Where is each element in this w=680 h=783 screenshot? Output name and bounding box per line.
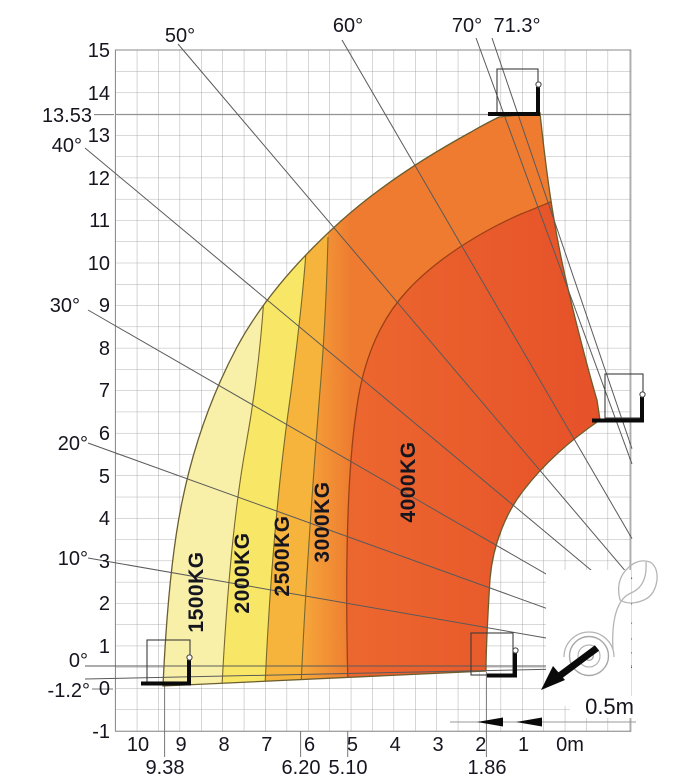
y-tick-label: 5 xyxy=(99,466,110,488)
y-axis-labels: 15 14 13 12 11 10 9 8 7 6 5 4 3 2 1 0 -1… xyxy=(42,40,110,743)
angle-label-minus1.2: -1.2° xyxy=(48,680,90,702)
boom-angle-lines xyxy=(84,37,633,680)
boom-arrow-head xyxy=(541,666,565,690)
angle-line-40 xyxy=(84,147,633,605)
y-tick-label: 12 xyxy=(88,168,110,190)
y-tick-label: 9 xyxy=(99,295,110,317)
zone-boundaries xyxy=(221,196,563,686)
x-tick-label: 7 xyxy=(261,734,272,756)
x-tick-label: 0m xyxy=(556,734,584,756)
y-tick-label: 3 xyxy=(99,551,110,573)
x-tick-label: 8 xyxy=(218,734,229,756)
y-tick-label: 10 xyxy=(88,253,110,275)
y-tick-label: 8 xyxy=(99,338,110,360)
x-tick-label: 2 xyxy=(475,734,486,756)
zone-label-2000kg: 2000KG xyxy=(231,532,254,613)
angle-line-70 xyxy=(475,37,633,465)
angle-label-0: 0° xyxy=(69,650,88,672)
angle-label-40: 40° xyxy=(52,135,82,157)
zone-label-2500kg: 2500KG xyxy=(271,515,294,596)
y-tick-label: 1 xyxy=(99,636,110,658)
zone-labels: 1500KG 2000KG 2500KG 3000KG 4000KG xyxy=(185,441,420,632)
region-outline xyxy=(162,112,601,687)
y-tick-label: 14 xyxy=(88,83,110,105)
x-tick-label: 9 xyxy=(175,734,186,756)
angle-label-70: 70° xyxy=(452,15,482,37)
fork-symbols xyxy=(141,68,646,686)
x-axis-special-labels: 9.38 6.20 5.10 1.86 xyxy=(146,757,507,779)
scale-indicator xyxy=(450,717,636,727)
zone-label-1500kg: 1500KG xyxy=(185,551,208,632)
angle-label-71.3: 71.3° xyxy=(494,15,541,37)
y-tick-label: 7 xyxy=(99,380,110,402)
y-tick-label: 6 xyxy=(99,423,110,445)
angle-label-50: 50° xyxy=(165,25,195,47)
reach-value-label: 5.10 xyxy=(329,757,368,779)
machine-silhouette xyxy=(541,560,658,706)
angle-label-10: 10° xyxy=(58,548,88,570)
dimension-arrow-right-icon xyxy=(516,717,542,727)
body-outline xyxy=(612,561,647,651)
fork-icon-top xyxy=(488,68,542,116)
angle-label-20: 20° xyxy=(58,433,88,455)
scale-note-label: 0.5m xyxy=(585,694,634,719)
angle-labels: -1.2° 0° 10° 20° 30° 40° 50° 60° 70° 71.… xyxy=(48,15,541,702)
reach-value-label: 9.38 xyxy=(146,757,185,779)
angle-label-30: 30° xyxy=(50,295,80,317)
angle-line-50 xyxy=(177,43,633,580)
wheel-rim xyxy=(577,644,601,668)
boom-arm xyxy=(555,645,600,680)
boom-rest-outline xyxy=(617,560,658,604)
scale-note-bg xyxy=(570,696,636,718)
angle-line-60 xyxy=(341,39,633,539)
zone-4000kg xyxy=(346,150,600,686)
reach-value-label: 6.20 xyxy=(282,757,321,779)
y-tick-label: -1 xyxy=(92,721,110,743)
scale-note: 0.5m xyxy=(570,694,636,719)
x-tick-label: 3 xyxy=(432,734,443,756)
zone-label-3000kg: 3000KG xyxy=(311,481,334,562)
zone-label-4000kg: 4000KG xyxy=(397,441,420,522)
angle-line-71.3 xyxy=(491,37,633,449)
max-height-label: 13.53 xyxy=(42,105,92,127)
x-tick-label: 1 xyxy=(518,734,529,756)
x-axis-labels: 10 9 8 7 6 5 4 3 2 1 0m xyxy=(127,734,584,756)
y-tick-label: 4 xyxy=(99,508,110,530)
fork-icon-right xyxy=(592,373,646,423)
x-tick-label: 6 xyxy=(304,734,315,756)
angle-line-minus1.2 xyxy=(84,667,633,680)
reach-value-label: 1.86 xyxy=(468,757,507,779)
fork-icon-bottom-left xyxy=(141,639,193,686)
y-tick-label: 2 xyxy=(99,593,110,615)
x-tick-label: 10 xyxy=(127,734,149,756)
fork-icon-bottom-mid xyxy=(470,632,519,678)
y-tick-label: 13 xyxy=(88,125,110,147)
x-tick-label: 5 xyxy=(347,734,358,756)
angle-label-60: 60° xyxy=(333,15,363,37)
y-tick-label: 11 xyxy=(89,210,110,232)
dimension-arrow-left-icon xyxy=(477,717,503,727)
y-tick-label: 0 xyxy=(99,678,110,700)
x-tick-label: 4 xyxy=(390,734,401,756)
fender-arc xyxy=(563,631,615,658)
y-tick-label: 15 xyxy=(88,40,110,62)
angle-line-30 xyxy=(87,309,633,624)
angle-line-20 xyxy=(87,442,633,640)
angle-line-10 xyxy=(87,557,633,654)
